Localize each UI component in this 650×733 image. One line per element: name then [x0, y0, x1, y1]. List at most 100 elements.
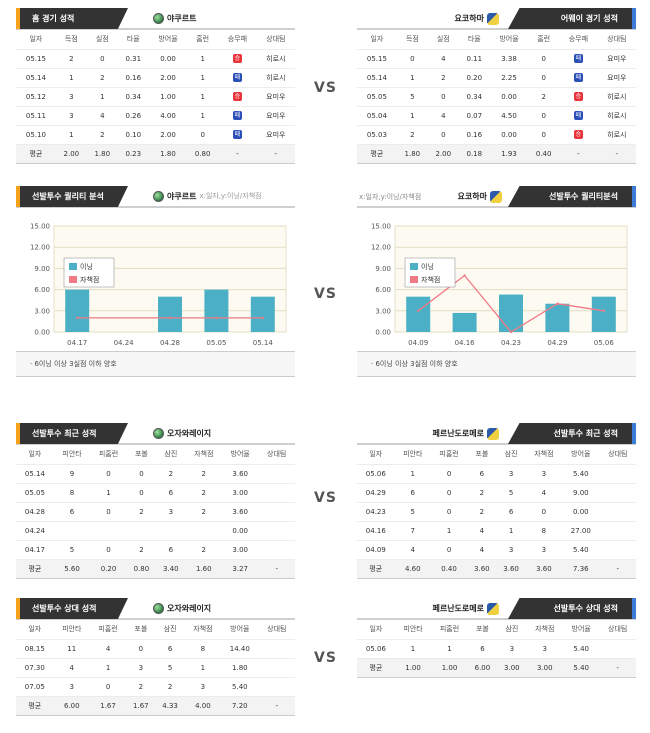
table-cell: 0	[525, 502, 562, 522]
table-cell: 1	[396, 68, 428, 88]
chart-point	[463, 274, 466, 277]
table-cell: 4	[467, 540, 497, 560]
table-cell: 방어율	[562, 445, 600, 465]
table-cell: 피홈런	[90, 445, 127, 465]
table-cell: 2	[86, 125, 118, 145]
table-cell: 07.30	[16, 658, 54, 678]
x-tick-label: 05.14	[253, 339, 274, 347]
table-cell: 실점	[86, 30, 118, 50]
table-cell: 04.24	[16, 521, 54, 541]
table-cell: 자책점	[185, 445, 222, 465]
table-cell: 7	[394, 521, 431, 541]
table-cell: 0	[90, 502, 127, 522]
home-pitcher-vs-table: 일자 피안타 피홈런 포볼 삼진 자책점 방어율 상대팀 08.15 11 4 0 6 8 14.40 07.…	[16, 620, 295, 716]
home-quality-title: 선발투수 퀄리티 분석	[16, 186, 128, 207]
chart-point	[261, 316, 264, 320]
table-cell: 0	[430, 540, 468, 560]
chart-bar	[545, 303, 570, 332]
table-cell: 04.16	[357, 521, 395, 541]
table-cell: 4	[427, 49, 459, 69]
table-cell	[53, 521, 91, 541]
table-cell: 2	[528, 87, 560, 107]
table-cell	[185, 521, 222, 541]
table-cell: 승	[559, 125, 598, 145]
table-cell: 평균	[16, 144, 56, 164]
table-cell: 피홈런	[89, 620, 127, 640]
x-tick-label: 04.24	[114, 339, 135, 347]
table-cell: 8	[53, 483, 91, 503]
table-cell: 0.00	[148, 49, 188, 69]
table-cell: 0.34	[458, 87, 490, 107]
table-header-row: 일자 득점 실점 타율 방어율 홈런 승무패 상대팀	[16, 30, 295, 50]
table-cell: 05.14	[357, 68, 397, 88]
table-cell: -	[218, 144, 257, 164]
table-cell: 득점	[55, 30, 87, 50]
table-cell: 패	[559, 68, 598, 88]
table-average-row: 평균 2.00 1.80 0.23 1.80 0.80- -	[16, 144, 295, 164]
table-cell: 자책점	[526, 620, 563, 640]
table-cell: 1.67	[89, 696, 127, 716]
table-cell: 0.34	[117, 87, 149, 107]
table-cell: 9.00	[562, 483, 600, 503]
table-cell: 0.18	[458, 144, 490, 164]
table-cell: 승무패	[218, 30, 257, 50]
table-cell: 6	[155, 639, 185, 659]
home-pitcher-vs-title: 선발투수 상대 성적	[16, 598, 128, 619]
table-cell: 상대팀	[258, 620, 295, 640]
table-cell: 포볼	[467, 620, 498, 640]
table-cell: 0	[430, 464, 468, 484]
table-cell: -	[258, 559, 295, 579]
table-cell: 1.80	[396, 144, 428, 164]
x-tick-label: 04.23	[501, 339, 521, 347]
table-row: 04.29 6 0 2 5 4 9.00	[357, 483, 636, 503]
away-pitcher-recent-title: 선발투수 최근 성적	[508, 423, 636, 444]
away-recent-title: 어웨이 경기 성적	[508, 8, 636, 29]
table-cell	[599, 483, 636, 503]
table-cell: 홈런	[187, 30, 219, 50]
away-pitcher-vs-label: 페르난도로메로	[432, 604, 484, 613]
table-cell: 승무패	[559, 30, 598, 50]
table-cell: 2	[155, 677, 185, 697]
table-cell: 3.00	[221, 483, 259, 503]
chart-svg: 0.00 3.00 6.00 9.00 12.00 15.00 04.09 04.16 04.2…	[371, 223, 628, 347]
table-cell: 3	[156, 502, 186, 522]
table-cell: 6	[53, 502, 91, 522]
table-cell: 4.33	[155, 696, 185, 716]
table-cell: 피안타	[394, 620, 432, 640]
table-cell	[258, 658, 295, 678]
table-cell: 패	[559, 49, 598, 69]
table-cell: 7.20	[221, 696, 259, 716]
legend-label: 자책점	[80, 275, 99, 284]
table-cell: 2	[55, 49, 87, 69]
away-pitcher-vs-header: 페르난도로메로 선발투수 상대 성적	[357, 598, 636, 620]
table-cell: 득점	[396, 30, 428, 50]
table-cell: 일자	[357, 30, 397, 50]
home-team-name: 야쿠르트	[153, 12, 196, 25]
chart-point	[509, 330, 513, 334]
table-cell: 포볼	[126, 620, 156, 640]
table-cell: 6	[156, 483, 186, 503]
team-mascot-icon	[487, 427, 499, 440]
x-tick-label: 04.29	[547, 339, 567, 347]
y-tick-label: 0.00	[375, 329, 391, 337]
home-pitcher-vs-label: 오자와레이지	[167, 604, 212, 613]
table-cell: 2.00	[148, 68, 188, 88]
away-recent-table: 일자 득점 실점 타율 방어율 홈런 승무패 상대팀 05.15 0 4 0.11 3.38 0 패 요미우 0…	[357, 30, 636, 164]
table-cell: 요미우	[256, 87, 295, 107]
home-recent-panel: 홈 경기 성적 야쿠르트 일자 득점 실점 타율 방어율 홈런 승무패 상대팀 05.15 2 0 0…	[16, 8, 295, 164]
table-cell: 1	[184, 658, 221, 678]
table-average-row: 평균 1.80 2.00 0.18 1.93 0.40- -	[357, 144, 636, 164]
table-cell: 3	[55, 106, 87, 126]
away-pitcher-vs-title: 선발투수 상대 성적	[508, 598, 636, 619]
axis-note: x:일자,y:이닝/자책점	[199, 192, 262, 200]
chart-point	[417, 309, 420, 312]
table-cell: 7.36	[562, 559, 600, 579]
table-cell: 05.03	[357, 125, 397, 145]
table-cell: 0	[126, 639, 156, 659]
table-cell: 3	[496, 540, 526, 560]
table-cell	[258, 677, 295, 697]
y-tick-label: 3.00	[375, 307, 391, 315]
table-cell: 평균	[357, 144, 397, 164]
table-cell: 0.23	[117, 144, 149, 164]
table-cell: 5.40	[562, 658, 600, 678]
